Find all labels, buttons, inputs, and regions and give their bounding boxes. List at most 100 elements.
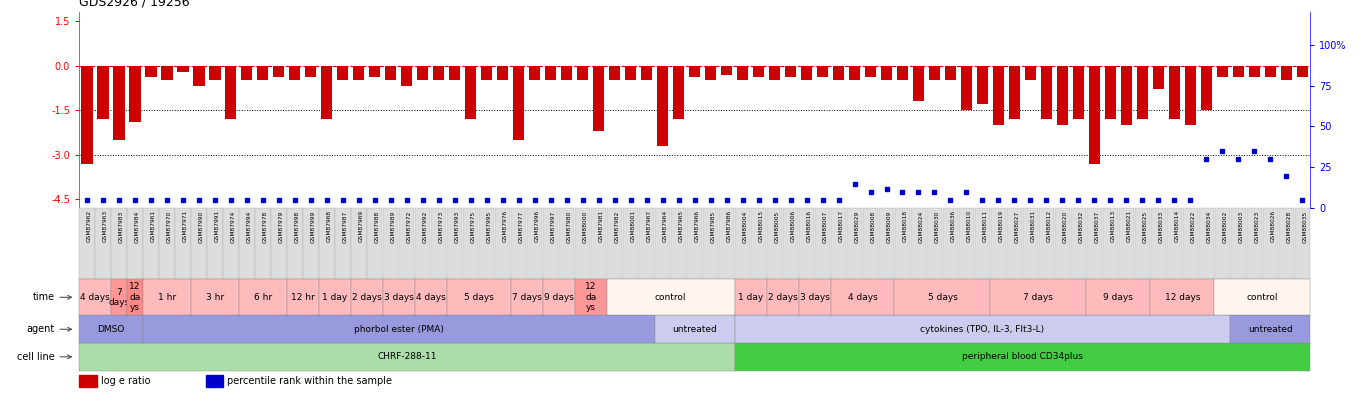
Bar — [177, 66, 188, 72]
Text: GSM88001: GSM88001 — [631, 210, 636, 243]
Bar — [1151, 208, 1166, 279]
Bar — [1041, 66, 1051, 119]
Bar — [112, 208, 127, 279]
Bar — [1121, 66, 1132, 125]
Text: 5 days: 5 days — [928, 293, 957, 302]
Bar — [642, 66, 652, 81]
Text: 3 days: 3 days — [384, 293, 414, 302]
Bar — [1201, 66, 1212, 110]
Text: 5 days: 5 days — [464, 293, 493, 302]
Bar — [735, 208, 750, 279]
Text: GSM87961: GSM87961 — [151, 210, 157, 242]
Text: GSM87986: GSM87986 — [726, 210, 731, 243]
Bar — [513, 66, 524, 140]
Bar — [1246, 208, 1263, 279]
Text: 2 days: 2 days — [351, 293, 381, 302]
Bar — [1169, 66, 1179, 119]
Bar — [466, 66, 477, 119]
Text: CHRF-288-11: CHRF-288-11 — [377, 352, 437, 361]
Bar — [622, 208, 639, 279]
Bar — [864, 208, 878, 279]
Bar — [497, 66, 508, 81]
Bar — [543, 208, 558, 279]
Bar — [98, 66, 109, 119]
Text: GSM87975: GSM87975 — [471, 210, 475, 243]
Bar — [257, 66, 268, 81]
Text: GSM87970: GSM87970 — [168, 210, 172, 243]
Bar — [241, 66, 252, 81]
Bar — [993, 66, 1004, 125]
Bar — [990, 208, 1007, 279]
Bar — [737, 66, 748, 81]
Bar — [1265, 66, 1276, 77]
Bar — [592, 66, 605, 131]
Text: agent: agent — [27, 324, 54, 334]
Bar — [113, 66, 124, 140]
Text: cytokines (TPO, IL-3, Flt3-L): cytokines (TPO, IL-3, Flt3-L) — [921, 325, 1045, 334]
Bar — [1216, 66, 1229, 77]
Bar — [1297, 66, 1308, 77]
Bar — [1057, 66, 1068, 125]
Bar — [673, 66, 684, 119]
Bar — [210, 66, 221, 81]
Text: GSM88002: GSM88002 — [1222, 210, 1227, 243]
Bar — [847, 208, 862, 279]
Text: GSM87962: GSM87962 — [87, 210, 93, 243]
Text: GSM87985: GSM87985 — [711, 210, 715, 243]
Bar — [127, 208, 143, 279]
Text: 12 hr: 12 hr — [291, 293, 315, 302]
Text: GSM88026: GSM88026 — [1271, 210, 1275, 243]
Bar — [494, 208, 511, 279]
Text: GSM88028: GSM88028 — [1286, 210, 1291, 243]
Text: GSM88016: GSM88016 — [806, 210, 812, 242]
Bar — [1088, 66, 1100, 164]
Text: GSM88008: GSM88008 — [870, 210, 876, 243]
Text: GSM87963: GSM87963 — [104, 210, 108, 243]
Bar — [1167, 208, 1182, 279]
Text: GSM87974: GSM87974 — [232, 210, 236, 243]
Text: 4 days: 4 days — [415, 293, 445, 302]
Bar — [655, 208, 670, 279]
Text: 12
da
ys: 12 da ys — [586, 282, 597, 312]
Bar — [1024, 66, 1036, 81]
Bar — [1182, 208, 1199, 279]
Text: GSM88033: GSM88033 — [1158, 210, 1163, 243]
Text: log e ratio: log e ratio — [101, 376, 150, 386]
Bar — [575, 208, 590, 279]
Bar — [1023, 208, 1038, 279]
Text: percentile rank within the sample: percentile rank within the sample — [227, 376, 392, 386]
Bar — [801, 66, 812, 81]
Bar — [1135, 208, 1150, 279]
Bar — [783, 208, 798, 279]
Text: GSM87979: GSM87979 — [279, 210, 283, 243]
Bar — [369, 66, 380, 77]
Bar — [335, 208, 350, 279]
Bar — [432, 208, 447, 279]
Bar — [1137, 66, 1148, 119]
Text: GSM87972: GSM87972 — [407, 210, 411, 243]
Bar — [1249, 66, 1260, 77]
Text: GSM87996: GSM87996 — [535, 210, 539, 243]
Text: GSM88029: GSM88029 — [854, 210, 859, 243]
Text: 2 days: 2 days — [768, 293, 797, 302]
Bar — [79, 375, 97, 387]
Text: 12 days: 12 days — [1165, 293, 1200, 302]
Bar — [865, 66, 876, 77]
Bar — [305, 66, 316, 77]
Text: GSM87998: GSM87998 — [294, 210, 300, 243]
Text: GSM87982: GSM87982 — [614, 210, 620, 243]
Text: GSM88034: GSM88034 — [1207, 210, 1211, 243]
Text: 7
days: 7 days — [109, 288, 129, 307]
Bar — [368, 208, 383, 279]
Text: GSM87993: GSM87993 — [455, 210, 460, 243]
Bar — [639, 208, 654, 279]
Bar — [1118, 208, 1135, 279]
Bar — [625, 66, 636, 81]
Bar — [785, 66, 797, 77]
Bar — [402, 66, 413, 86]
Bar — [351, 208, 366, 279]
Bar — [945, 66, 956, 81]
Bar — [223, 208, 238, 279]
Text: GSM88037: GSM88037 — [1095, 210, 1099, 243]
Bar — [383, 208, 399, 279]
